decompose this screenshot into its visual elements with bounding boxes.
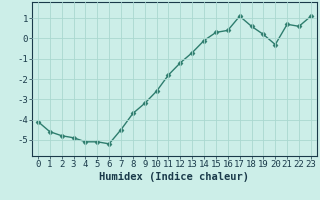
X-axis label: Humidex (Indice chaleur): Humidex (Indice chaleur): [100, 172, 249, 182]
